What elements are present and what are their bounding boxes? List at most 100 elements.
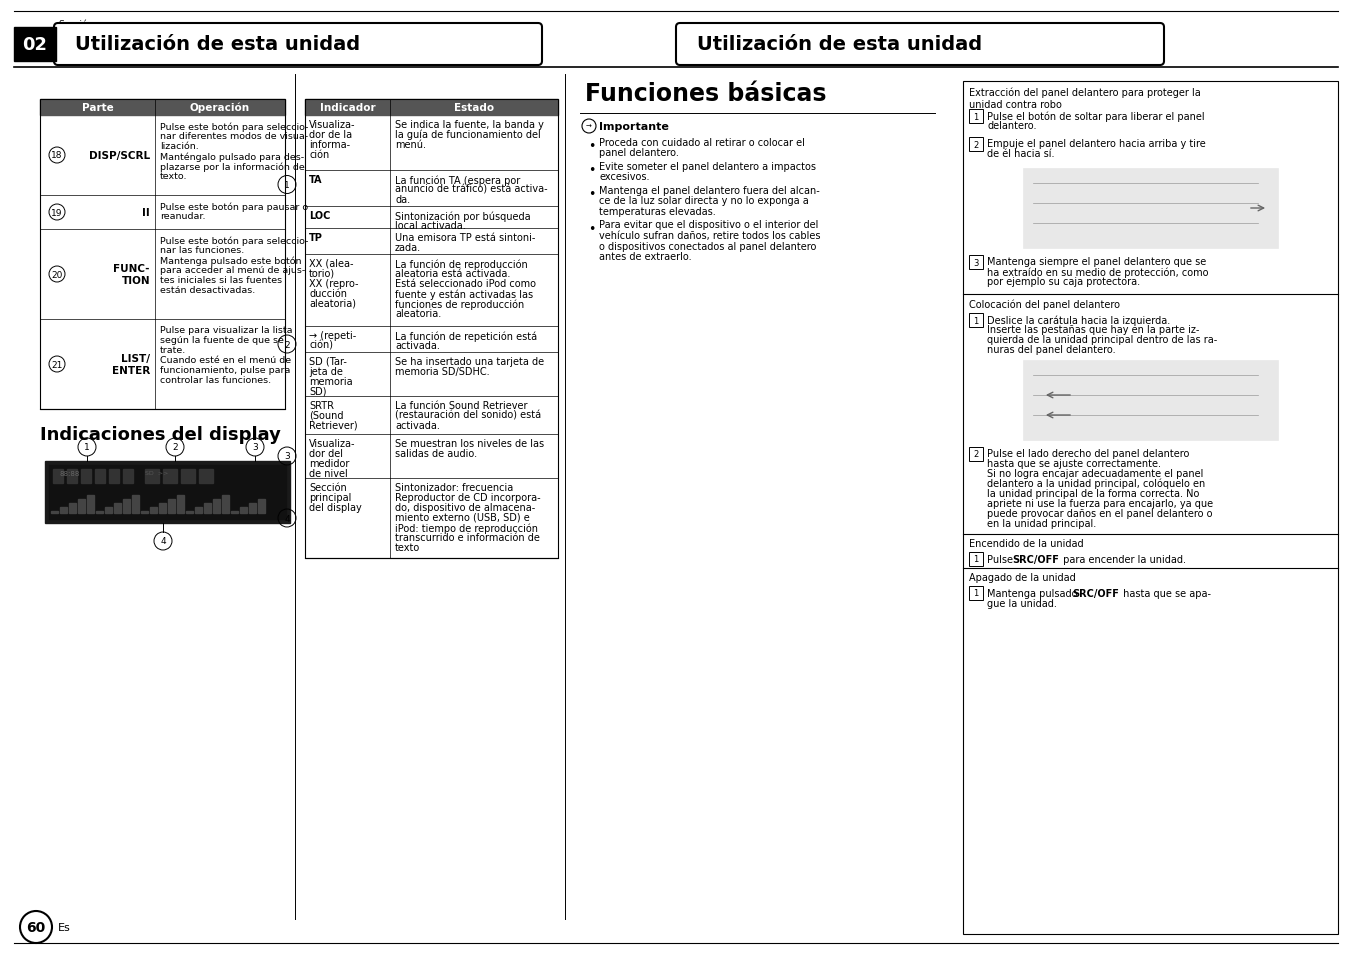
FancyBboxPatch shape [676, 24, 1164, 66]
Bar [114, 503, 120, 514]
Bar [187, 512, 193, 514]
Text: (Sound: (Sound [310, 411, 343, 420]
Text: Mantenga pulsado este botón: Mantenga pulsado este botón [160, 255, 301, 265]
Text: excesivos.: excesivos. [599, 172, 649, 182]
Text: TA: TA [310, 174, 323, 185]
Text: ce de la luz solar directa y no lo exponga a: ce de la luz solar directa y no lo expon… [599, 196, 808, 206]
Text: puede provocar daños en el panel delantero o: puede provocar daños en el panel delante… [987, 509, 1213, 518]
Text: 1: 1 [973, 112, 979, 121]
Text: tes iniciales si las fuentes: tes iniciales si las fuentes [160, 275, 283, 285]
Text: SRC/OFF: SRC/OFF [1072, 588, 1119, 598]
Text: DISP/SCRL: DISP/SCRL [89, 151, 150, 161]
Text: 60: 60 [27, 920, 46, 934]
Text: 3: 3 [251, 443, 258, 452]
Text: FUNC-: FUNC- [114, 264, 150, 274]
Text: Utilización de esta unidad: Utilización de esta unidad [74, 35, 360, 54]
Text: 3: 3 [973, 258, 979, 267]
Bar [241, 507, 247, 514]
Text: delantero a la unidad principal, colóquelo en: delantero a la unidad principal, colóque… [987, 478, 1205, 489]
Text: La función de reproducción: La función de reproducción [395, 258, 527, 269]
Bar [96, 512, 103, 514]
Text: memoria SD/SDHC.: memoria SD/SDHC. [395, 367, 489, 376]
Text: ción: ción [310, 150, 330, 160]
Text: para encender la unidad.: para encender la unidad. [1060, 555, 1186, 564]
Text: 2: 2 [973, 140, 979, 150]
Text: Sección: Sección [58, 20, 93, 29]
Text: zada.: zada. [395, 243, 420, 253]
Text: plazarse por la información de: plazarse por la información de [160, 162, 304, 172]
Bar [160, 503, 166, 514]
Text: 1: 1 [973, 589, 979, 598]
Text: Proceda con cuidado al retirar o colocar el: Proceda con cuidado al retirar o colocar… [599, 138, 804, 148]
Text: están desactivadas.: están desactivadas. [160, 286, 256, 294]
Text: Colocación del panel delantero: Colocación del panel delantero [969, 298, 1119, 309]
Bar [78, 499, 85, 514]
Text: LOC: LOC [310, 211, 330, 221]
Bar [51, 512, 58, 514]
Text: vehículo sufran daños, retire todos los cables: vehículo sufran daños, retire todos los … [599, 231, 821, 241]
Text: XX (repro-: XX (repro- [310, 278, 358, 289]
Text: SRC/OFF: SRC/OFF [1013, 555, 1059, 564]
Text: Pulse el botón de soltar para liberar el panel: Pulse el botón de soltar para liberar el… [987, 111, 1205, 121]
Text: La función de repetición está: La función de repetición está [395, 331, 537, 341]
Text: Pulse el lado derecho del panel delantero: Pulse el lado derecho del panel delanter… [987, 449, 1190, 458]
Text: Utilización de esta unidad: Utilización de esta unidad [698, 35, 982, 54]
Text: menú.: menú. [395, 140, 426, 150]
Bar [969, 586, 983, 600]
Bar [306, 100, 558, 558]
Text: Si no logra encajar adecuadamente el panel: Si no logra encajar adecuadamente el pan… [987, 469, 1203, 478]
Bar [81, 470, 91, 483]
Text: la unidad principal de la forma correcta. No: la unidad principal de la forma correcta… [987, 489, 1199, 498]
Text: Mantenga siempre el panel delantero que se: Mantenga siempre el panel delantero que … [987, 256, 1206, 267]
Bar [1023, 169, 1278, 249]
Bar [68, 470, 77, 483]
Text: temperaturas elevadas.: temperaturas elevadas. [599, 207, 715, 216]
Text: ducción: ducción [310, 289, 347, 298]
Text: Visualiza-: Visualiza- [310, 438, 356, 449]
Text: Está seleccionado iPod como: Está seleccionado iPod como [395, 278, 535, 289]
Text: Para evitar que el dispositivo o el interior del: Para evitar que el dispositivo o el inte… [599, 220, 818, 231]
Text: SD  >>: SD >> [145, 471, 168, 476]
Text: do, dispositivo de almacena-: do, dispositivo de almacena- [395, 502, 535, 513]
FancyBboxPatch shape [54, 24, 542, 66]
Bar [123, 499, 130, 514]
Text: Pulse este botón para seleccio-: Pulse este botón para seleccio- [160, 122, 308, 132]
Text: SRTR: SRTR [310, 400, 334, 411]
Text: SD (Tar-: SD (Tar- [310, 356, 347, 367]
Text: texto.: texto. [160, 172, 188, 181]
Text: de nivel: de nivel [310, 469, 347, 478]
Text: Pulse: Pulse [987, 555, 1017, 564]
Text: nar las funciones.: nar las funciones. [160, 246, 245, 254]
Text: por ejemplo su caja protectora.: por ejemplo su caja protectora. [987, 276, 1140, 287]
Bar [105, 507, 112, 514]
Bar [41, 100, 285, 410]
Bar [14, 28, 55, 62]
Bar [141, 512, 147, 514]
Bar [132, 496, 139, 514]
Bar [181, 470, 195, 483]
Text: Estado: Estado [454, 103, 493, 112]
Text: delantero.: delantero. [987, 121, 1037, 131]
Text: memoria: memoria [310, 376, 353, 387]
Text: Apagado de la unidad: Apagado de la unidad [969, 573, 1076, 582]
Text: iPod: tiempo de reproducción: iPod: tiempo de reproducción [395, 522, 538, 533]
Text: en la unidad principal.: en la unidad principal. [987, 518, 1096, 529]
Text: o dispositivos conectados al panel delantero: o dispositivos conectados al panel delan… [599, 241, 817, 252]
Text: Sintonizador: frecuencia: Sintonizador: frecuencia [395, 482, 514, 493]
Text: dor del: dor del [310, 449, 343, 458]
Text: Indicaciones del display: Indicaciones del display [41, 426, 281, 443]
Text: 19: 19 [51, 209, 62, 217]
Text: del display: del display [310, 502, 362, 513]
Text: LIST/: LIST/ [120, 354, 150, 364]
Text: Es: Es [58, 923, 70, 932]
Bar [1023, 360, 1278, 440]
Text: según la fuente de que se: según la fuente de que se [160, 335, 284, 345]
Text: 1: 1 [973, 555, 979, 564]
Text: La función TA (espera por: La función TA (espera por [395, 174, 521, 185]
Text: jeta de: jeta de [310, 367, 343, 376]
Text: principal: principal [310, 493, 352, 502]
Text: SD): SD) [310, 387, 326, 396]
Text: transcurrido e información de: transcurrido e información de [395, 533, 539, 542]
Bar [150, 507, 157, 514]
Bar [969, 255, 983, 270]
